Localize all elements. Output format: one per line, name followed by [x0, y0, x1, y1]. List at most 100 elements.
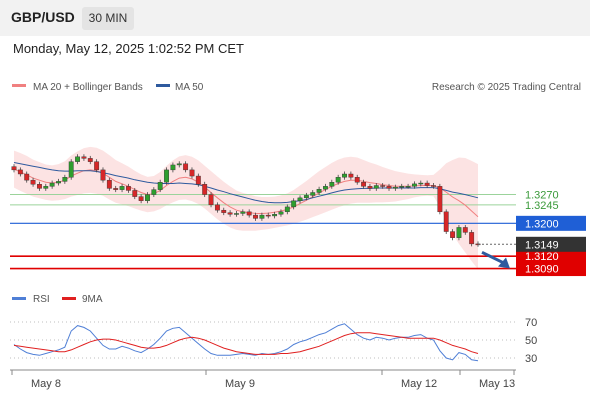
candle-body [157, 182, 163, 190]
x-tick-label: May 8 [31, 378, 61, 390]
rsi-legend-swatch [12, 297, 26, 300]
candle-body [259, 214, 265, 219]
candle-body [265, 214, 271, 217]
ma50-legend-label: MA 50 [175, 82, 204, 93]
interval-button[interactable]: 30 MIN [82, 7, 134, 30]
candle-body [348, 173, 354, 178]
candle-body [145, 194, 150, 201]
candle-body [106, 179, 112, 189]
candle-body [125, 186, 131, 191]
candle-body [138, 196, 144, 201]
candle-body [399, 186, 405, 188]
candle-body [132, 190, 138, 197]
candle-body [253, 214, 258, 219]
candle-body [119, 186, 125, 190]
rsi-tick-70: 70 [525, 317, 537, 329]
rsi-legend-label: RSI [33, 294, 50, 305]
candle-body [62, 177, 68, 182]
candle-body [164, 169, 169, 183]
bollinger-legend-swatch [12, 84, 26, 87]
candle-body [450, 231, 455, 238]
candle-body [24, 173, 30, 181]
candle-body [113, 188, 119, 190]
candle-body [297, 197, 303, 201]
candle-body [17, 169, 23, 175]
target-arrow-head [498, 257, 510, 269]
candle-body [43, 186, 49, 189]
source-credit: Research © 2025 Trading Central [432, 82, 581, 93]
candle-body [284, 206, 290, 213]
level-label-1.3090: 1.3090 [525, 264, 559, 276]
candle-body [354, 177, 360, 183]
rsi-ma-legend-label: 9MA [82, 294, 103, 305]
candle-body [202, 184, 208, 195]
candle-body [361, 182, 367, 187]
candle-body [342, 173, 347, 178]
candle-body [56, 181, 61, 184]
candle-body [170, 164, 176, 171]
ma50-line [13, 162, 479, 204]
candle-body [316, 189, 322, 193]
x-tick-label: May 13 [479, 378, 515, 390]
candle-body [462, 227, 468, 233]
timestamp: Monday, May 12, 2025 1:02:52 PM CET [13, 41, 244, 56]
candle-body [303, 195, 309, 199]
rsi-tick-50: 50 [525, 335, 537, 347]
candle-body [208, 194, 214, 206]
current-price-tag [516, 236, 586, 252]
candle-body [367, 186, 373, 189]
level-tag-1.3120 [516, 248, 586, 264]
candle-body [329, 182, 335, 187]
candle-body [405, 186, 411, 188]
candle-body [100, 169, 106, 181]
level-label-1.3270: 1.3270 [525, 190, 559, 202]
candle-body [418, 182, 424, 185]
rsi-line [13, 323, 479, 362]
candle-body [469, 232, 475, 245]
bollinger-legend-label: MA 20 + Bollinger Bands [33, 82, 143, 93]
bollinger-band-area [14, 146, 478, 270]
candle-body [246, 211, 252, 216]
candle-body [443, 211, 449, 232]
chart-header: GBP/USD 30 MIN [0, 0, 590, 36]
candle-body [87, 158, 93, 162]
candle-body [151, 189, 157, 195]
level-label-1.3245: 1.3245 [525, 200, 559, 212]
level-tag-1.3090 [516, 261, 586, 277]
candle-body [94, 161, 100, 171]
candle-body [183, 163, 189, 171]
rsi-ma-line [13, 332, 479, 355]
candle-body [68, 161, 74, 178]
candle-body [49, 182, 55, 187]
candle-body [380, 185, 386, 187]
level-tag-1.3200 [516, 215, 586, 231]
candle-body [75, 156, 80, 162]
candle-body [214, 204, 220, 211]
rsi-tick-30: 30 [525, 353, 537, 365]
candle-body [189, 169, 195, 177]
candle-body [373, 185, 379, 189]
candle-body [392, 186, 398, 189]
candle-body [456, 227, 462, 238]
candle-body [221, 209, 227, 213]
candle-body [278, 211, 284, 215]
candle-body [37, 184, 42, 189]
symbol-label: GBP/USD [11, 9, 75, 25]
candle-body [431, 185, 436, 187]
rsi-ma-legend-swatch [62, 297, 76, 300]
candle-body [176, 163, 182, 166]
candle-body [424, 182, 430, 186]
current-price-label: 1.3149 [525, 239, 559, 251]
target-arrow-shaft [481, 250, 506, 265]
x-tick-label: May 12 [401, 378, 437, 390]
level-label-1.3120: 1.3120 [525, 251, 559, 263]
candle-body [272, 214, 278, 217]
level-label-1.3200: 1.3200 [525, 218, 559, 230]
candle-body [30, 179, 36, 185]
candle-body [81, 156, 87, 159]
candle-body [195, 175, 201, 185]
candle-body [11, 166, 17, 171]
ma50-legend-swatch [156, 84, 170, 87]
candle-body [335, 177, 341, 183]
